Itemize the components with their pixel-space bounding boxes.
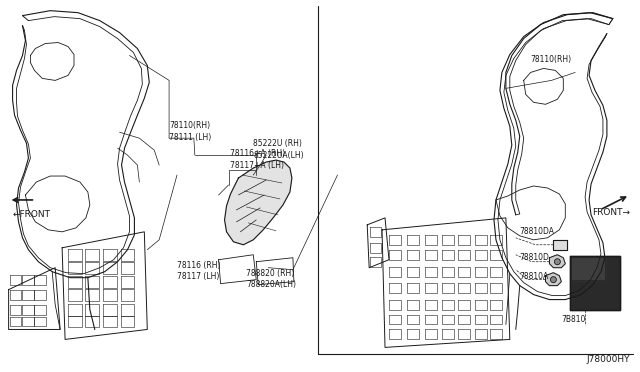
Polygon shape — [225, 160, 292, 245]
Polygon shape — [554, 240, 567, 250]
Text: 78110(RH): 78110(RH) — [169, 121, 210, 130]
Text: 78810A: 78810A — [520, 272, 549, 281]
Text: 78117 (LH): 78117 (LH) — [177, 272, 220, 280]
Text: 78116 (RH): 78116 (RH) — [177, 261, 221, 270]
Text: 7B810: 7B810 — [561, 314, 586, 324]
Polygon shape — [550, 255, 565, 268]
Text: 788820 (RH): 788820 (RH) — [246, 269, 294, 278]
Text: J78000HY: J78000HY — [586, 355, 630, 364]
Text: 78810DA: 78810DA — [520, 227, 555, 236]
Text: FRONT→: FRONT→ — [592, 208, 630, 217]
Text: 78116+A (RH): 78116+A (RH) — [230, 149, 285, 158]
Polygon shape — [545, 273, 561, 286]
Text: 788820A(LH): 788820A(LH) — [246, 280, 296, 289]
Text: 78110(RH): 78110(RH) — [531, 55, 572, 64]
Text: 85222UA(LH): 85222UA(LH) — [253, 151, 304, 160]
Text: ←FRONT: ←FRONT — [13, 210, 51, 219]
Circle shape — [550, 277, 556, 283]
Polygon shape — [572, 257, 605, 280]
Text: 78810D: 78810D — [520, 253, 550, 262]
Circle shape — [554, 259, 561, 265]
Polygon shape — [570, 256, 620, 310]
Text: 78111 (LH): 78111 (LH) — [169, 133, 211, 142]
Text: 78117+A (LH): 78117+A (LH) — [230, 161, 285, 170]
Text: 85222U (RH): 85222U (RH) — [253, 139, 302, 148]
